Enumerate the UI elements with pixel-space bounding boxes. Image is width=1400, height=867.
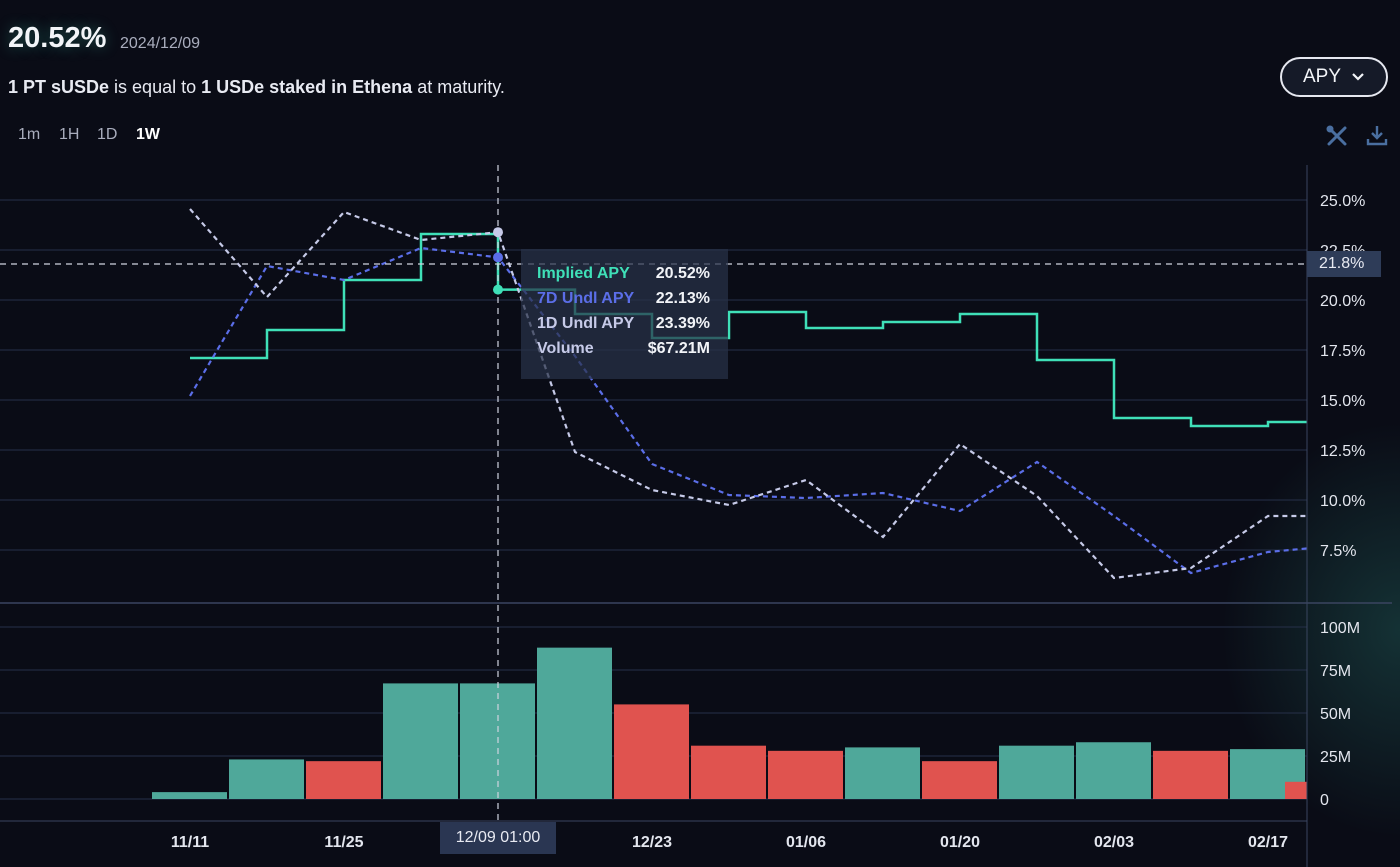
tooltip-value: 23.39%	[655, 315, 710, 332]
crosshair-dot-implied	[493, 284, 503, 295]
apy-tick-label: 7.5%	[1320, 543, 1356, 560]
volume-bar	[922, 761, 997, 799]
chart-tooltip: Implied APY 20.52% 7D Undl APY 22.13% 1D Und…	[521, 249, 728, 379]
tooltip-row: 7D Undl APY 22.13%	[537, 290, 710, 308]
volume-bar	[1285, 781, 1307, 799]
desc-part: 1 USDe staked in Ethena	[201, 77, 413, 97]
tooltip-value: $67.21M	[647, 340, 710, 357]
x-tick-label: 02/17	[1248, 834, 1288, 851]
volume-tick-label: 100M	[1320, 620, 1360, 637]
metric-select[interactable]: APY	[1280, 57, 1388, 97]
timeframe-1h[interactable]: 1H	[59, 126, 80, 143]
apy-tick-label: 25.0%	[1320, 193, 1365, 210]
tooltip-label: Volume	[537, 340, 594, 357]
apy-tick-label: 10.0%	[1320, 493, 1365, 510]
volume-bar	[1076, 742, 1151, 799]
apy-tick-label: 20.0%	[1320, 293, 1365, 310]
timeframe-1w[interactable]: 1W	[136, 126, 160, 143]
volume-bar	[768, 750, 843, 799]
desc-part: at maturity.	[412, 77, 505, 97]
tooltip-value: 22.13%	[655, 290, 710, 307]
volume-bar	[383, 683, 458, 799]
volume-bar	[152, 792, 227, 799]
volume-bar	[537, 647, 612, 799]
timeframe-1d[interactable]: 1D	[97, 126, 118, 143]
x-tick-label: 01/20	[940, 834, 980, 851]
tooltip-label: 7D Undl APY	[537, 290, 635, 307]
tooltip-label: Implied APY	[537, 265, 630, 282]
7d-undl-apy-line	[189, 246, 1307, 575]
x-tick-label: 12/23	[632, 834, 672, 851]
wrench-screwdriver-icon[interactable]	[1325, 124, 1349, 148]
crosshair-dot-1d	[493, 227, 503, 238]
desc-part: is equal to	[109, 77, 202, 97]
x-tick-label: 11/11	[171, 834, 209, 851]
metric-select-label: APY	[1302, 66, 1342, 87]
asset-description: 1 PT sUSDe is equal to 1 USDe staked in …	[8, 77, 505, 98]
volume-tick-label: 75M	[1320, 663, 1351, 680]
crosshair-dot-7d	[493, 252, 503, 263]
apy-tick-label: 15.0%	[1320, 393, 1365, 410]
1d-undl-apy-line	[189, 208, 1307, 580]
volume-tick-label: 50M	[1320, 706, 1351, 723]
download-icon[interactable]	[1366, 124, 1388, 148]
current-date: 2024/12/09	[120, 35, 201, 52]
tooltip-row: 1D Undl APY 23.39%	[537, 315, 710, 333]
apy-tick-label: 12.5%	[1320, 443, 1365, 460]
volume-bar	[1153, 750, 1228, 799]
x-tick-label: 11/25	[324, 834, 363, 851]
volume-bar	[999, 745, 1074, 799]
volume-bar	[229, 759, 304, 799]
x-tick-label: 01/06	[786, 834, 826, 851]
desc-part: 1 PT sUSDe	[8, 77, 110, 97]
crosshair-y-label: 21.8%	[1307, 251, 1381, 277]
chevron-down-icon	[1352, 73, 1364, 81]
tooltip-value: 20.52%	[655, 265, 710, 282]
volume-bar	[691, 745, 766, 799]
tooltip-row: Implied APY 20.52%	[537, 265, 710, 283]
current-apy-value: 20.52%	[8, 22, 107, 54]
volume-tick-label: 0	[1320, 792, 1329, 809]
volume-bar	[614, 704, 689, 799]
x-tick-label: 02/03	[1094, 834, 1134, 851]
volume-bar	[845, 747, 920, 799]
timeframe-1m[interactable]: 1m	[18, 126, 41, 143]
volume-tick-label: 25M	[1320, 749, 1351, 766]
volume-bar	[306, 761, 381, 799]
crosshair-x-label: 12/09 01:00	[440, 822, 556, 854]
apy-tick-label: 17.5%	[1320, 343, 1365, 360]
tooltip-label: 1D Undl APY	[537, 315, 635, 332]
tooltip-row: Volume $67.21M	[537, 340, 710, 358]
implied-apy-line	[190, 232, 1307, 428]
